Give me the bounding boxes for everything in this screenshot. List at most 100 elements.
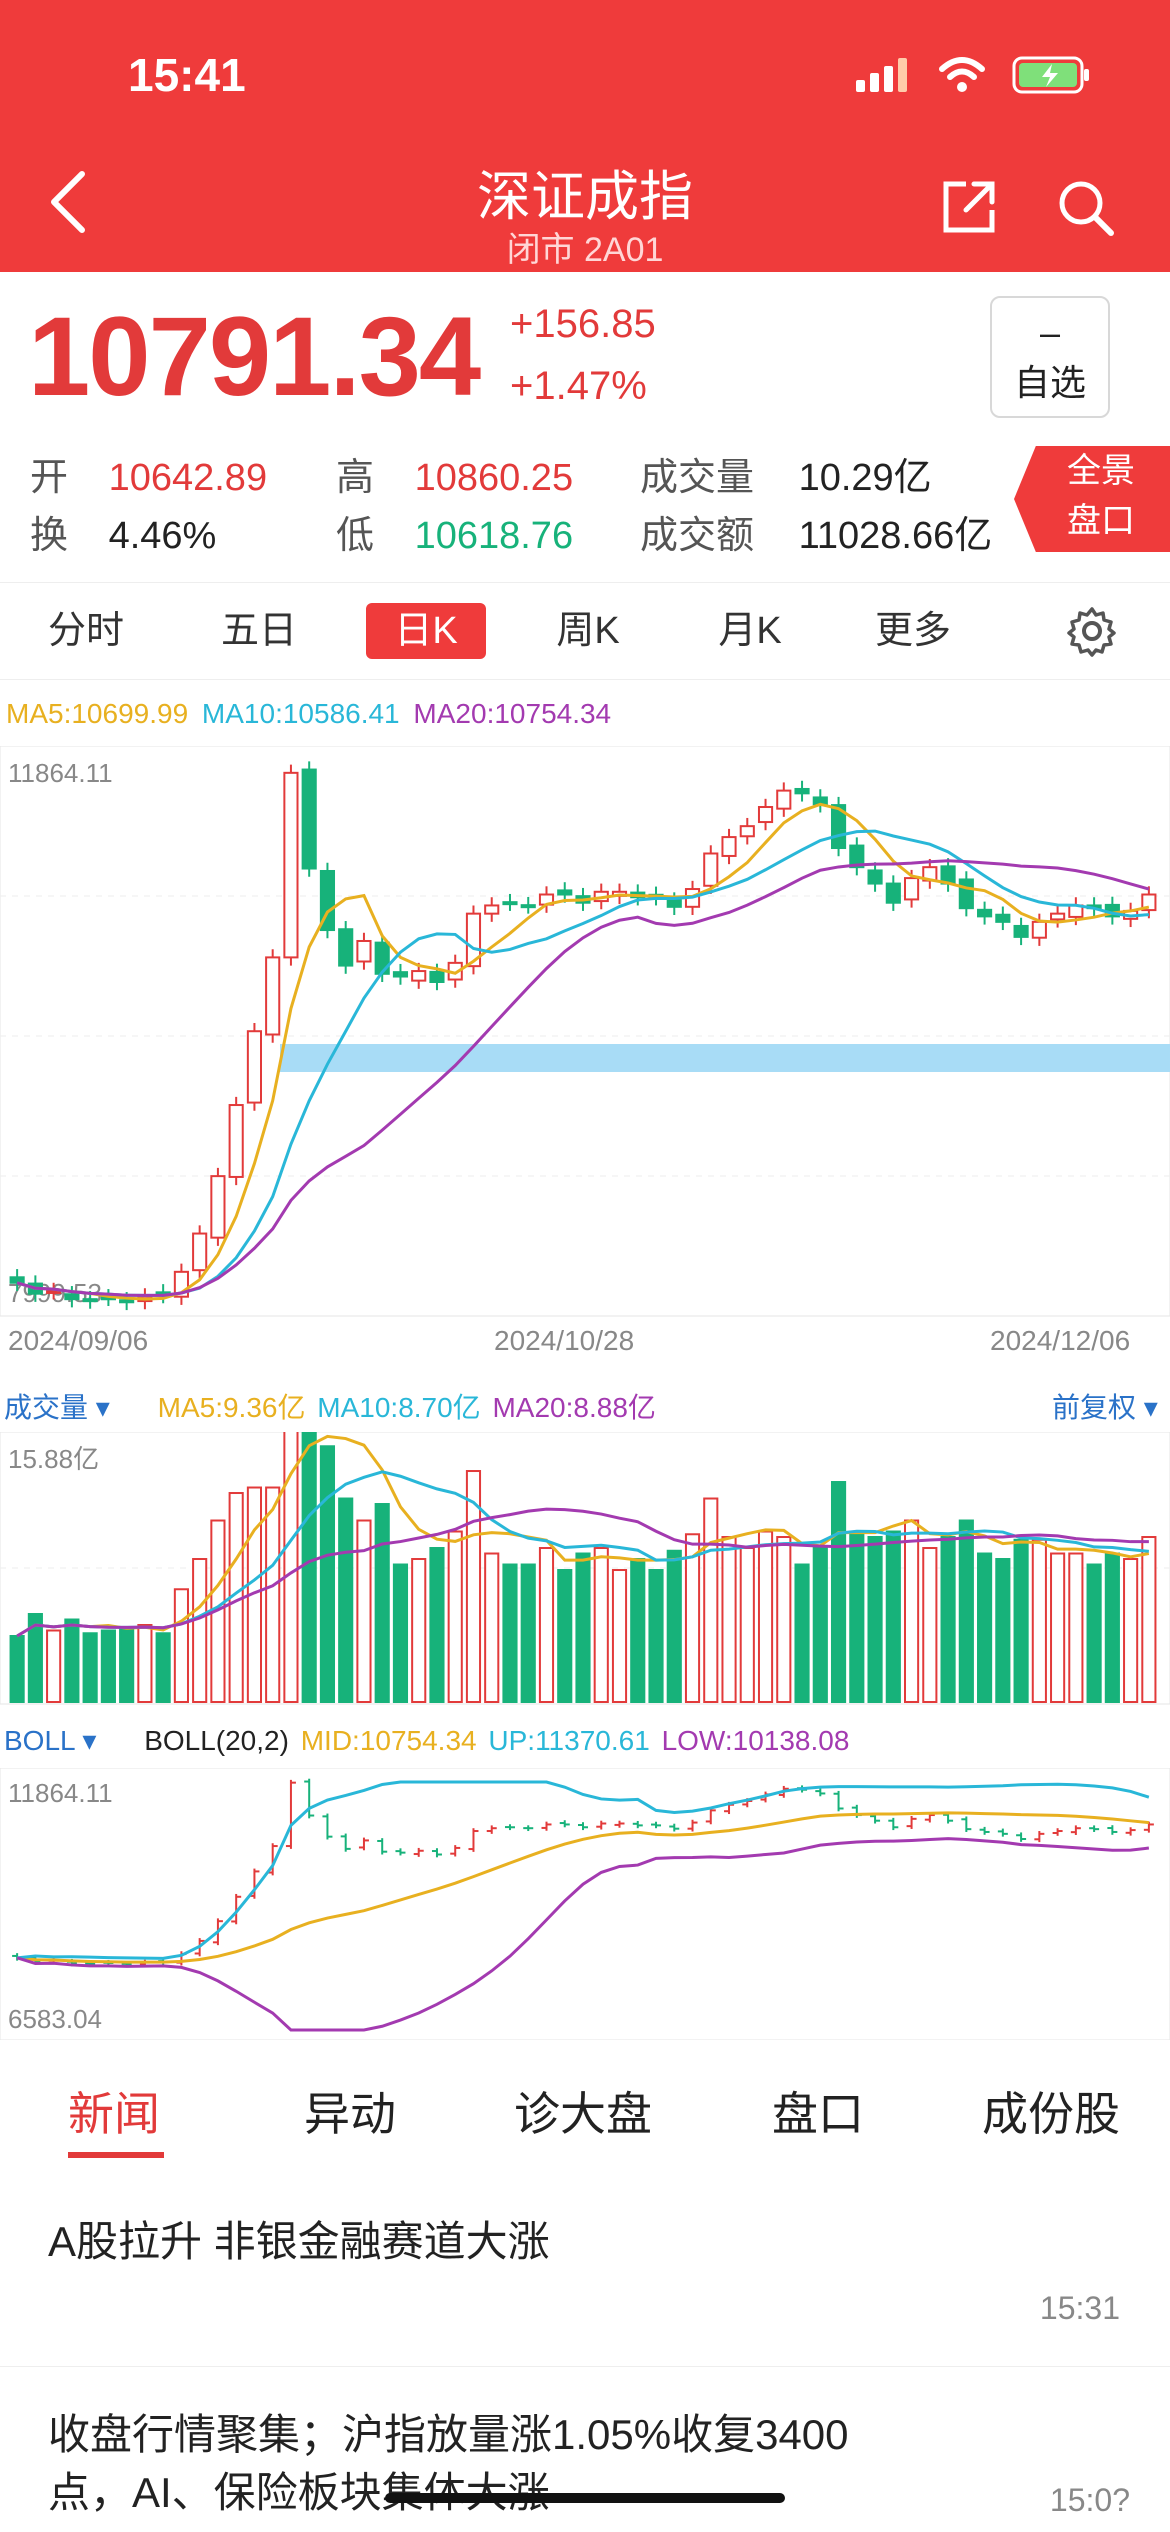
kline-chart[interactable]: 11864.11 7999.53 2024/09/06 2024/10/28 2…: [0, 746, 1170, 1358]
tab-five-day[interactable]: 五日: [220, 610, 297, 652]
volume-bar: [119, 1626, 135, 1703]
status-icons: [856, 56, 1092, 94]
volume-bar: [739, 1547, 755, 1704]
volume-chart[interactable]: 15.88亿: [0, 1432, 1170, 1706]
stat-volume-value: 10.29亿: [798, 457, 932, 499]
boll-selector[interactable]: BOLL ▾: [4, 1725, 97, 1756]
volume-ma10: MA10:8.70亿: [317, 1392, 481, 1423]
volume-bar: [1086, 1563, 1102, 1703]
tab-news[interactable]: 新闻: [68, 2088, 160, 2140]
chart-settings-button[interactable]: [1064, 603, 1120, 659]
boll-ymin-label: 6583.04: [8, 2004, 102, 2034]
vol-ma10-line: [16, 1470, 1150, 1638]
volume-bar: [557, 1569, 573, 1703]
share-button[interactable]: [940, 178, 998, 241]
volume-bar: [392, 1563, 409, 1703]
full-orderbook-button[interactable]: 全景 盘口: [1014, 446, 1170, 552]
volume-legend: 成交量 ▾ MA5:9.36亿 MA10:8.70亿 MA20:8.88亿: [4, 1386, 656, 1426]
tab-abnormal[interactable]: 异动: [304, 2088, 396, 2140]
candle: [246, 1030, 263, 1104]
candle: [119, 1299, 135, 1304]
candle: [885, 882, 901, 904]
stat-low: 低 10618.76: [336, 504, 573, 559]
volume-bar: [666, 1549, 682, 1703]
candle: [757, 806, 774, 824]
volume-bar: [958, 1519, 974, 1703]
volume-bar: [265, 1486, 281, 1703]
kline-ma10: MA10:10586.41: [201, 698, 400, 729]
battery-icon: [1012, 56, 1089, 94]
candle: [958, 878, 974, 910]
candle: [301, 768, 317, 870]
volume-ymax-label: 15.88亿: [8, 1444, 99, 1474]
tab-weekly-k[interactable]: 周K: [556, 610, 620, 652]
candle: [1141, 893, 1157, 912]
boll-mid: MID:10754.34: [300, 1725, 477, 1756]
boll-mid-line: [16, 1811, 1150, 1964]
candle: [1013, 924, 1029, 938]
volume-bar: [922, 1547, 938, 1704]
candle: [502, 901, 518, 906]
candle: [338, 928, 354, 967]
news-title: 收盘行情聚集；沪指放量涨1.05%收复3400点，AI、保险板块集体大涨: [48, 2411, 849, 2516]
tab-diagnosis[interactable]: 诊大盘: [514, 2088, 652, 2140]
volume-bar: [283, 1432, 299, 1703]
tab-intraday[interactable]: 分时: [47, 610, 124, 652]
volume-bar: [502, 1563, 518, 1703]
kline-ma5: MA5:10699.99: [6, 698, 189, 729]
volume-bar: [82, 1632, 98, 1703]
volume-bar: [27, 1613, 43, 1703]
candle: [46, 1289, 62, 1294]
candle: [265, 956, 281, 1036]
search-icon: [1059, 181, 1114, 236]
volume-bar: [630, 1558, 646, 1704]
tab-orderbook[interactable]: 盘口: [772, 2088, 864, 2140]
volume-bar: [757, 1530, 774, 1703]
tab-constituents[interactable]: 成份股: [982, 2088, 1120, 2140]
candle: [867, 869, 883, 885]
volume-bar: [192, 1558, 208, 1704]
back-button[interactable]: [48, 170, 88, 245]
candle: [703, 852, 719, 887]
stat-turnover: 换 4.46%: [30, 504, 216, 559]
volume-selector[interactable]: 成交量 ▾: [4, 1392, 110, 1423]
news-item[interactable]: 收盘行情聚集；沪指放量涨1.05%收复3400点，AI、保险板块集体大涨 15:…: [0, 2366, 1170, 2532]
boll-low-line: [16, 1837, 1150, 2032]
kline-ymax-label: 11864.11: [8, 758, 113, 788]
support-band: [280, 1044, 1170, 1072]
volume-bar: [940, 1536, 956, 1704]
tab-more[interactable]: 更多: [874, 610, 951, 652]
candle: [666, 899, 682, 908]
stat-turnover-value: 4.46%: [108, 515, 217, 557]
volume-bar: [520, 1563, 536, 1703]
tab-monthly-k[interactable]: 月K: [718, 610, 782, 652]
share-icon: [943, 181, 995, 233]
candle: [721, 836, 737, 857]
vol-ma20-line: [16, 1507, 1149, 1638]
adjust-selector[interactable]: 前复权 ▾: [1052, 1392, 1158, 1423]
search-button[interactable]: [1056, 178, 1116, 243]
volume-bar: [465, 1470, 482, 1703]
volume-bar: [447, 1530, 463, 1703]
boll-low: LOW:10138.08: [661, 1725, 850, 1756]
tab-daily-k[interactable]: 日K: [366, 603, 486, 659]
stat-volume-label: 成交量: [640, 457, 755, 499]
volume-bar: [703, 1497, 719, 1703]
add-watchlist-button[interactable]: – 自选: [990, 296, 1110, 418]
candle: [9, 1276, 25, 1284]
news-title: A股拉升 非银金融赛道大涨: [48, 2218, 550, 2265]
volume-bar: [995, 1558, 1011, 1704]
news-item[interactable]: A股拉升 非银金融赛道大涨 15:31: [0, 2180, 1170, 2367]
stat-amount-label: 成交额: [640, 515, 755, 557]
boll-chart[interactable]: 11864.11 6583.04: [0, 1768, 1170, 2040]
candle: [904, 877, 920, 901]
gear-icon: [1067, 607, 1116, 657]
volume-bar: [593, 1547, 609, 1704]
volume-bar: [721, 1536, 737, 1704]
candle: [465, 912, 482, 968]
kline-frame: [0, 746, 1170, 1317]
candle: [849, 844, 865, 869]
current-price: 10791.34: [28, 294, 481, 419]
candle: [739, 825, 755, 838]
boll-ymax-label: 11864.11: [8, 1778, 113, 1808]
